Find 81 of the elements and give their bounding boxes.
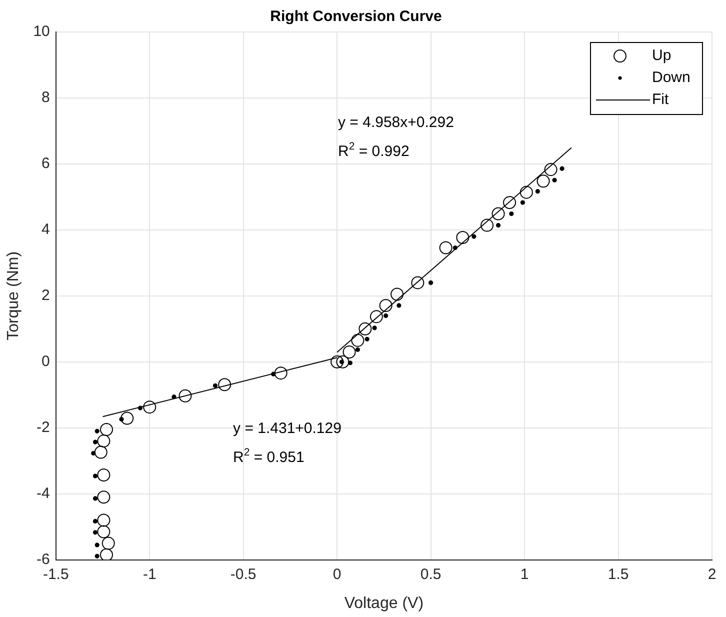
point [480,218,494,232]
annotation: y = 4.958x+0.292 [338,114,454,132]
x-axis-title: Voltage (V) [344,594,424,612]
point [452,245,458,250]
chart-title: Right Conversion Curve [270,8,442,26]
point [372,326,377,330]
point [120,412,134,425]
point [100,423,113,436]
point [218,378,232,392]
point [92,496,98,501]
point [94,446,108,459]
point [143,400,156,414]
legend-label: Fit [652,91,670,108]
point [92,530,98,535]
point [94,428,100,434]
y-tick-label: -2 [36,418,50,436]
point [456,231,470,244]
x-tick-label: -0.5 [230,566,256,583]
point [428,280,434,286]
point [439,241,452,254]
point [492,207,505,220]
point [364,336,370,342]
x-tick-label: -1.5 [42,566,69,583]
point [390,288,404,301]
y-tick-label: 6 [42,155,50,172]
point [212,383,218,388]
point [342,345,356,358]
x-tick-label: 0 [332,566,342,583]
point [102,536,115,550]
x-tick-label: 1.5 [608,566,629,583]
point [503,196,516,210]
point [97,490,110,504]
point [138,406,143,410]
point [411,276,424,290]
y-tick-label: 8 [42,89,50,106]
x-tick-label: 2 [708,566,716,583]
point [172,394,176,400]
annotation: y = 1.431+0.129 [233,420,342,438]
point [472,234,476,239]
point [100,548,113,560]
point [355,347,360,352]
y-tick-label: -6 [36,550,50,568]
point [274,366,288,380]
x-tick-label: 0.5 [420,566,442,583]
y-tick-label: 2 [42,287,50,304]
y-tick-label: 0 [42,353,50,370]
point [97,525,110,538]
point [560,166,564,171]
y-axis-title: Torque (Nm) [5,251,22,340]
point [358,322,372,336]
point [94,542,100,548]
point [336,355,350,368]
point [396,303,402,308]
point [384,313,388,318]
point [536,174,550,188]
point [97,434,110,448]
point [544,163,558,176]
x-tick-label: -1 [142,566,156,583]
point [330,355,344,368]
y-tick-label: 10 [33,23,50,40]
point [351,334,364,347]
point [178,389,192,402]
legend-label: Up [652,47,672,64]
point [509,211,514,216]
point [94,554,100,558]
point [379,298,392,312]
point [92,518,98,524]
point [520,186,533,199]
point [520,200,525,205]
point [552,178,557,182]
x-tick-label: 1 [520,566,529,583]
y-tick-label: -4 [36,484,50,502]
point [496,223,501,228]
point [535,189,540,194]
y-tick-label: 4 [42,221,50,238]
point [97,514,110,527]
point [370,310,383,324]
point [92,474,98,478]
point [92,440,98,444]
point [97,468,110,482]
legend-label: Down [652,69,690,86]
